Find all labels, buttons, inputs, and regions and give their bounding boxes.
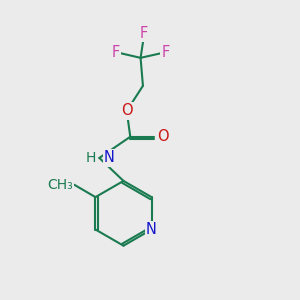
Text: N: N xyxy=(104,150,115,165)
Text: N: N xyxy=(146,222,157,237)
Text: F: F xyxy=(140,26,148,41)
Text: F: F xyxy=(112,45,120,60)
Text: F: F xyxy=(161,45,170,60)
Text: O: O xyxy=(158,129,169,144)
Text: CH₃: CH₃ xyxy=(47,178,73,192)
Text: H: H xyxy=(85,151,96,165)
Text: O: O xyxy=(121,103,133,118)
